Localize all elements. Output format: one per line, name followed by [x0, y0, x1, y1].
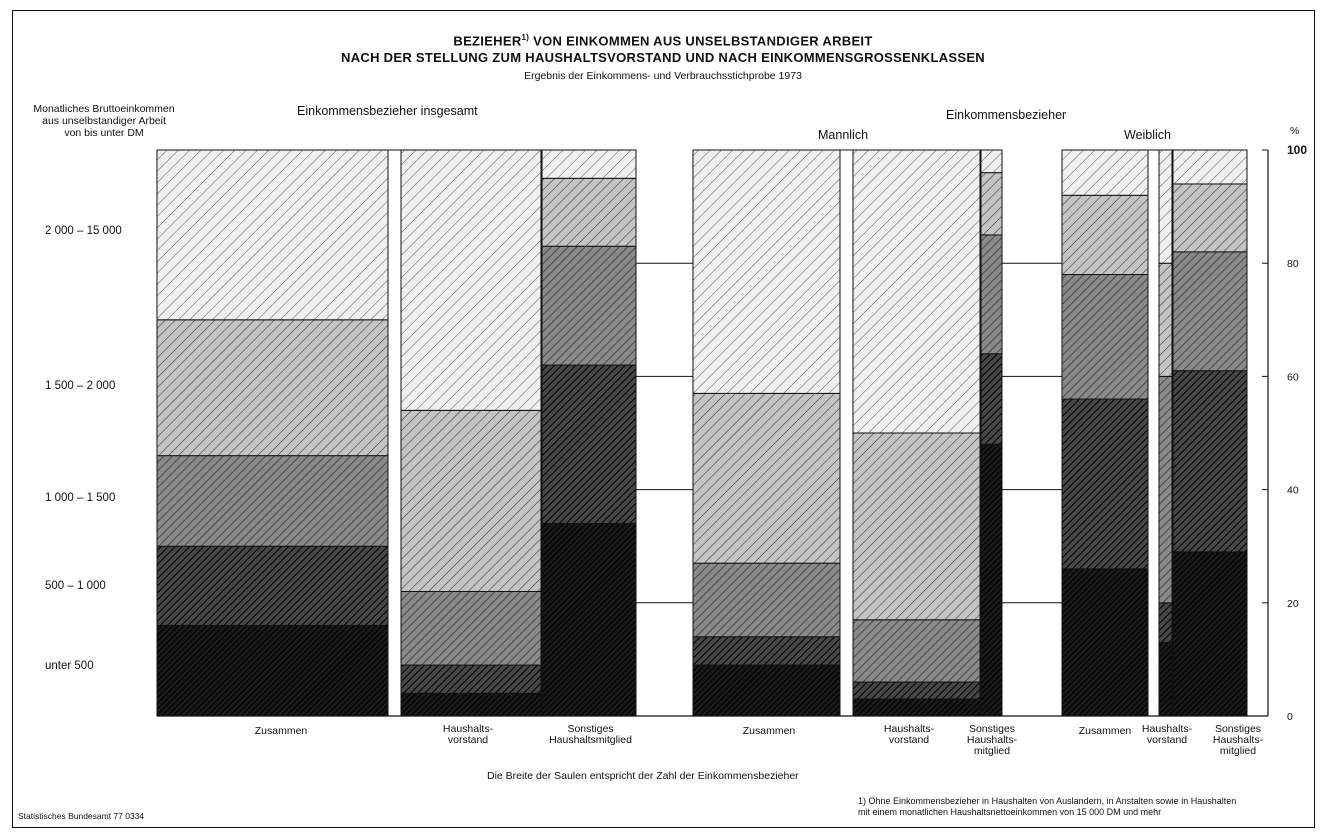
bar-segment-weiblich-7-1 — [1158, 602, 1173, 643]
column-spacer-2 — [1147, 149, 1160, 717]
chart-subtitle: Ergebnis der Einkommens- und Verbrauchss… — [524, 70, 802, 82]
xlabel-insgesamt-haushaltsvorstand: Haushalts-vorstand — [442, 723, 494, 746]
source-label: Statistisches Bundesamt 77 0334 — [18, 811, 145, 821]
y-axis-label: Monatliches Bruttoeinkommen aus unselbst… — [33, 103, 175, 139]
category-label-1500-2000: 1 500 – 2 000 — [45, 380, 116, 392]
bar-segment-mannlich-4-0 — [852, 698, 981, 717]
bar-segment-mannlich-5-4 — [980, 149, 1003, 174]
bar-segment-weiblich-8-2 — [1172, 251, 1248, 372]
right-axis-tick-label-80: 80 — [1287, 258, 1299, 270]
xlabel-weiblich-haushaltsvorstand: Haushalts-vorstand — [1141, 723, 1193, 746]
bar-segment-weiblich-8-0 — [1172, 551, 1248, 717]
bar-segment-insgesamt-2-1 — [541, 364, 637, 525]
bar-segment-mannlich-3-0 — [692, 664, 841, 717]
bar-segment-insgesamt-0-0 — [156, 624, 389, 717]
bar-segment-weiblich-7-4 — [1158, 149, 1173, 264]
group-label-einkommensbezieher: Einkommensbezieher — [946, 108, 1067, 122]
width-note: Die Breite der Saulen entspricht der Zah… — [487, 770, 799, 782]
bar-segment-mannlich-3-4 — [692, 149, 841, 394]
column-spacer-1 — [839, 149, 854, 717]
bar-segment-mannlich-3-2 — [692, 562, 841, 638]
xlabel-insgesamt-zusammen: Zusammen — [254, 725, 308, 737]
bar-segment-insgesamt-1-4 — [400, 149, 542, 411]
group-label-weiblich: Weiblich — [1124, 128, 1172, 142]
chart-frame — [12, 10, 1315, 828]
bar-segment-mannlich-4-2 — [852, 619, 981, 683]
xlabel-weiblich-zusammen: Zusammen — [1078, 725, 1132, 737]
footnote: 1) Ohne Einkommensbezieher in Haushalten… — [858, 796, 1237, 817]
bar-segment-mannlich-5-0 — [980, 443, 1003, 717]
bar-segment-weiblich-8-1 — [1172, 370, 1248, 553]
right-axis-unit: % — [1290, 125, 1300, 137]
xlabel-weiblich-sonstiges: Sonstiges Haushalts-mitglied — [1212, 723, 1264, 757]
chart-title-line1: BEZIEHER1) VON EINKOMMEN AUS UNSELBSTAND… — [453, 33, 873, 49]
right-axis-tick-label-0: 0 — [1287, 711, 1293, 723]
bar-segment-insgesamt-0-3 — [156, 319, 389, 457]
bar-segment-insgesamt-2-3 — [541, 177, 637, 247]
bar-segment-insgesamt-2-0 — [541, 523, 637, 717]
bar-segment-mannlich-5-1 — [980, 353, 1003, 445]
right-axis-tick-label-40: 40 — [1287, 485, 1299, 497]
xlabel-insgesamt-sonstiges: Sonstiges Haushaltsmitglied — [549, 723, 632, 746]
bar-segment-insgesamt-0-2 — [156, 455, 389, 547]
bar-segment-insgesamt-0-1 — [156, 545, 389, 626]
group-label-insgesamt: Einkommensbezieher insgesamt — [297, 104, 478, 118]
bar-segment-insgesamt-1-2 — [400, 590, 542, 666]
right-axis-tick-label-60: 60 — [1287, 371, 1299, 383]
bar-segment-weiblich-7-3 — [1158, 262, 1173, 377]
chart-title-line2: NACH DER STELLUNG ZUM HAUSHALTSVORSTAND … — [341, 50, 985, 65]
bar-segment-weiblich-7-0 — [1158, 641, 1173, 717]
title-footnote-mark: 1) — [521, 33, 530, 42]
category-label-2000-15000: 2 000 – 15 000 — [45, 225, 122, 237]
xlabel-mannlich-zusammen: Zusammen — [742, 725, 796, 737]
bar-segment-insgesamt-2-4 — [541, 149, 637, 179]
bar-segment-insgesamt-0-4 — [156, 149, 389, 321]
bar-segment-weiblich-8-3 — [1172, 183, 1248, 253]
category-label-1000-1500: 1 000 – 1 500 — [45, 492, 116, 504]
bar-segment-insgesamt-1-3 — [400, 409, 542, 592]
bar-segment-weiblich-6-4 — [1061, 149, 1149, 196]
category-label-500-1000: 500 – 1 000 — [45, 580, 106, 592]
bar-segment-weiblich-6-3 — [1061, 194, 1149, 276]
group-label-mannlich: Mannlich — [818, 128, 869, 142]
bar-segment-mannlich-3-1 — [692, 636, 841, 666]
bar-segment-weiblich-7-2 — [1158, 375, 1173, 604]
bar-segment-insgesamt-2-2 — [541, 245, 637, 366]
bar-segment-weiblich-6-1 — [1061, 398, 1149, 570]
bar-segment-mannlich-4-1 — [852, 681, 981, 700]
bar-segment-mannlich-5-3 — [980, 172, 1003, 236]
xlabel-mannlich-sonstiges: Sonstiges Haushalts-mitglied — [966, 723, 1018, 757]
bar-segment-weiblich-8-4 — [1172, 149, 1248, 185]
xlabel-mannlich-haushaltsvorstand: Haushalts-vorstand — [883, 723, 935, 746]
bar-segment-mannlich-3-3 — [692, 392, 841, 564]
column-spacer-0 — [387, 149, 402, 717]
right-axis-tick-label-100: 100 — [1287, 143, 1307, 157]
bar-segment-insgesamt-1-0 — [400, 692, 542, 717]
bar-segment-weiblich-6-0 — [1061, 568, 1149, 717]
right-axis-tick-label-20: 20 — [1287, 598, 1299, 610]
bar-segment-mannlich-4-3 — [852, 432, 981, 621]
category-label-unter-500: unter 500 — [45, 660, 94, 672]
bar-segment-weiblich-6-2 — [1061, 274, 1149, 400]
bar-segment-mannlich-4-4 — [852, 149, 981, 434]
bar-segment-insgesamt-1-1 — [400, 664, 542, 694]
bar-segment-mannlich-5-2 — [980, 234, 1003, 355]
